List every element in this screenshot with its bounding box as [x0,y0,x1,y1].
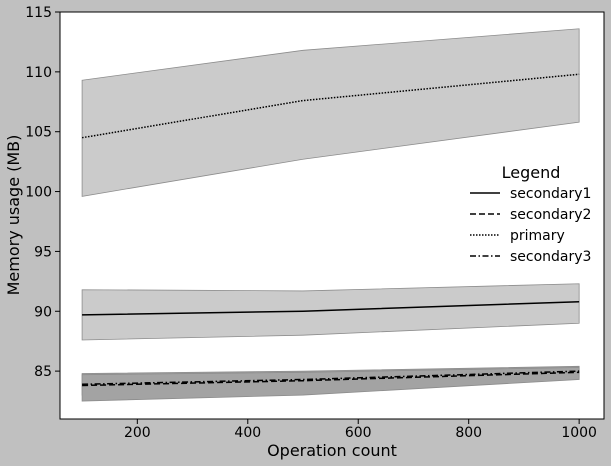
y-tick-label: 95 [34,244,52,260]
band-primary [81,28,580,197]
legend-label-secondary3: secondary3 [510,249,591,265]
line-secondary1 [82,300,580,316]
legend-label-primary: primary [510,228,565,244]
legend-label-secondary2: secondary2 [510,207,591,223]
y-axis-label: Memory usage (MB) [4,135,23,296]
y-tick-label: 85 [34,364,52,380]
y-tick-label: 90 [34,304,52,320]
x-tick-label: 1000 [561,425,597,441]
line-secondary2 [82,371,580,387]
legend-label-secondary1: secondary1 [510,186,591,202]
y-axis-ticks: 85 90 95 100 105 110 115 [25,5,60,380]
x-tick-label: 800 [455,425,482,441]
y-tick-label: 105 [25,125,52,141]
legend: Legend secondary1 secondary2 primary second… [470,163,591,265]
y-tick-label: 100 [25,185,52,201]
y-tick-label: 115 [25,5,52,21]
band-secondary1 [81,283,580,341]
x-tick-label: 200 [124,425,151,441]
x-axis-ticks: 200 400 600 800 1000 [124,419,597,441]
y-tick-label: 110 [25,65,52,81]
series-lines [81,73,580,387]
line-secondary3 [82,370,580,386]
legend-title: Legend [502,163,561,182]
line-primary [81,73,580,139]
x-tick-label: 600 [345,425,372,441]
x-axis-label: Operation count [267,441,397,460]
x-tick-label: 400 [234,425,261,441]
